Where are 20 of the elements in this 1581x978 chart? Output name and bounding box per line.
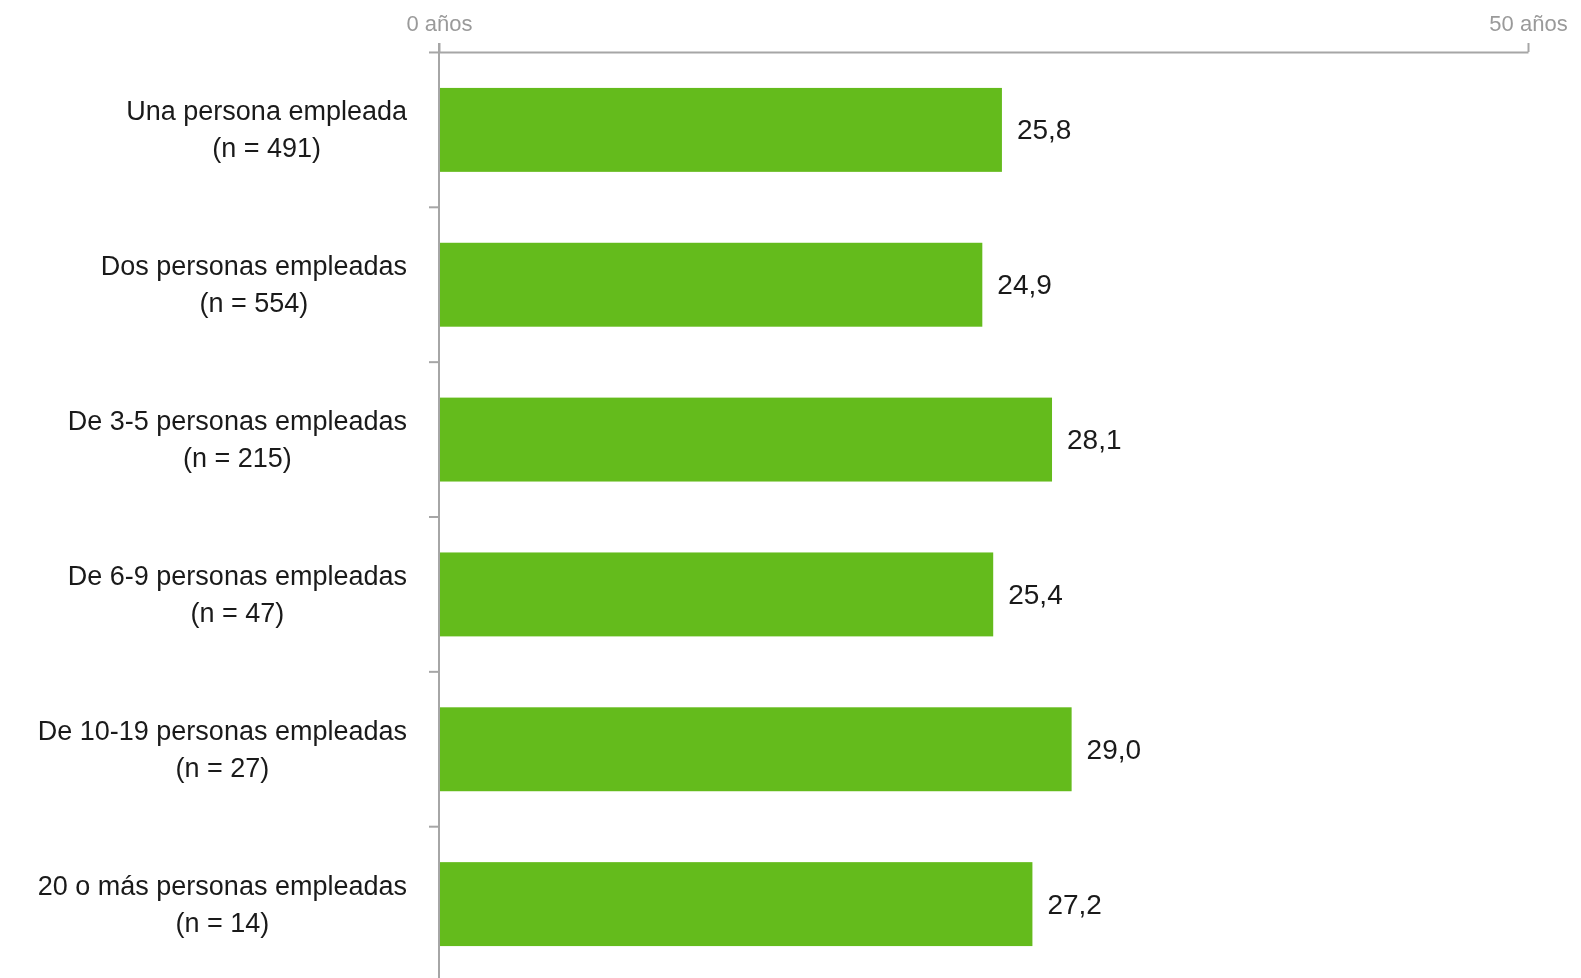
y-tick-label: 20 o más personas empleadas (n = 14) [37, 870, 407, 938]
bar [440, 87, 1002, 172]
bar [440, 862, 1033, 947]
bar [440, 397, 1053, 482]
y-tick-label: De 10-19 personas empleadas (n = 27) [37, 715, 407, 783]
data-label: 24,9 [997, 269, 1052, 301]
y-tick-label: Dos personas empleadas (n = 554) [100, 251, 407, 319]
data-label: 25,8 [1016, 114, 1072, 146]
data-label: 27,2 [1047, 888, 1102, 920]
data-label: 25,4 [1008, 578, 1063, 610]
y-tick-label: Una persona empleada (n = 491) [126, 96, 408, 164]
bar [440, 707, 1072, 792]
y-tick-label: De 6-9 personas empleadas (n = 47) [67, 560, 407, 628]
bar [440, 552, 994, 637]
data-label: 29,0 [1086, 733, 1142, 765]
x-tick-label: 0 años [406, 11, 473, 36]
bar [440, 242, 983, 327]
y-tick-label: De 3-5 personas empleadas (n = 215) [67, 406, 407, 474]
data-label: 28,1 [1067, 424, 1122, 456]
x-tick-label: 50 años [1489, 11, 1568, 36]
